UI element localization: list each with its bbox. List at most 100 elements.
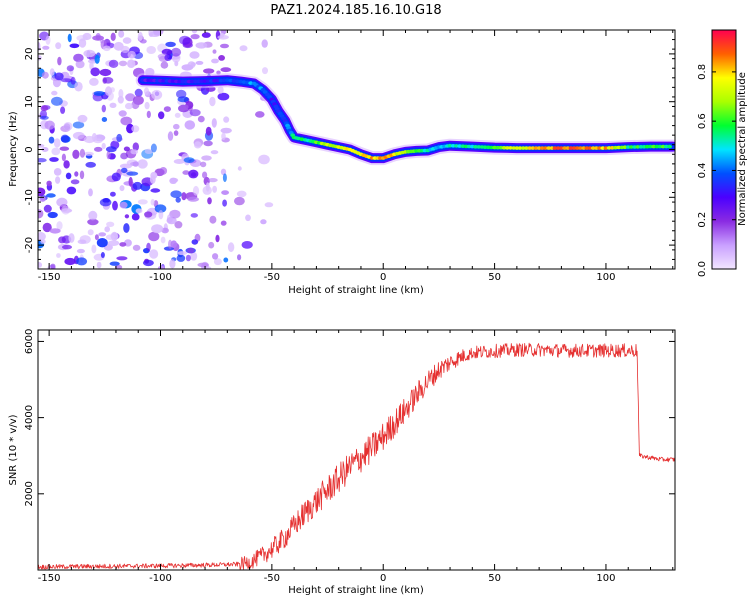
noise-blob — [50, 263, 56, 269]
noise-blob — [159, 167, 168, 175]
noise-blob — [104, 226, 110, 233]
noise-blob — [237, 254, 242, 261]
noise-blob — [195, 42, 208, 49]
noise-blob — [93, 138, 103, 144]
noise-blob — [208, 178, 218, 183]
noise-blob — [146, 46, 156, 54]
noise-blob — [118, 110, 127, 117]
noise-blob — [164, 54, 172, 61]
noise-blob — [72, 131, 85, 140]
noise-blob — [63, 122, 73, 131]
spectrogram-y-axis-label: Frequency (Hz) — [8, 111, 19, 187]
spectrogram-x-tick-label: -150 — [38, 272, 61, 283]
snr-panel: -150 -100 -50 0 50 100 2000 4000 6000 Height of … — [8, 329, 676, 596]
noise-blob — [182, 104, 189, 110]
noise-blob — [130, 161, 139, 166]
noise-blob — [181, 192, 187, 201]
noise-blob — [49, 228, 61, 234]
noise-blob — [173, 130, 179, 136]
noise-blob — [182, 170, 190, 175]
snr-axis-ticks: -150 -100 -50 0 50 100 2000 4000 6000 — [24, 329, 675, 584]
noise-blob — [203, 68, 215, 74]
noise-blob — [75, 60, 85, 69]
noise-blob — [112, 200, 118, 211]
spectrogram-x-axis-label: Height of straight line (km) — [288, 285, 424, 296]
noise-blob — [88, 210, 98, 221]
noise-blob — [119, 201, 128, 209]
noise-blob — [188, 169, 199, 179]
noise-blob — [40, 105, 49, 112]
noise-blob — [123, 146, 130, 152]
noise-blob — [38, 232, 46, 241]
noise-blob — [130, 149, 138, 155]
noise-blob — [42, 45, 50, 50]
noise-blob — [61, 205, 71, 215]
noise-blob — [74, 171, 79, 177]
noise-blob — [160, 61, 169, 69]
noise-blob — [96, 261, 102, 269]
noise-blob — [124, 214, 130, 219]
noise-blob — [183, 157, 195, 163]
noise-blob — [166, 214, 173, 224]
noise-blob — [158, 111, 165, 120]
noise-blob — [212, 49, 217, 54]
noise-blob — [125, 93, 136, 102]
noise-blob — [148, 231, 160, 242]
colorbar-label: Normalized spectral amplitude — [737, 72, 748, 226]
noise-blob — [203, 140, 213, 147]
noise-blob — [170, 190, 182, 198]
noise-blob — [187, 61, 196, 69]
noise-blob — [131, 100, 140, 110]
noise-blob — [150, 143, 157, 153]
noise-blob — [61, 153, 66, 162]
noise-blob — [39, 115, 49, 120]
noise-blob — [105, 234, 115, 240]
noise-blob — [49, 157, 59, 162]
noise-blob — [40, 239, 46, 244]
noise-blob — [51, 96, 63, 106]
noise-blob — [113, 41, 124, 51]
colorbar-tick-label: 0.8 — [697, 64, 708, 80]
noise-blob — [98, 232, 107, 237]
noise-blob — [201, 155, 212, 161]
noise-blob — [174, 112, 181, 118]
noise-blob — [116, 256, 128, 261]
noise-blob — [144, 101, 150, 110]
noise-blob — [135, 208, 143, 214]
noise-blob — [105, 86, 112, 96]
noise-blob — [146, 242, 151, 252]
ridge-cell — [667, 144, 672, 149]
colorbar: 0.0 0.2 0.4 0.6 0.8 Normalized spectral ampl… — [697, 29, 748, 277]
snr-x-tick-label: -150 — [38, 573, 61, 584]
noise-blob — [212, 253, 219, 260]
noise-blob — [132, 244, 141, 251]
noise-blob — [239, 45, 248, 52]
noise-blob — [70, 179, 80, 185]
noise-blob — [173, 123, 180, 130]
noise-blob — [213, 258, 222, 266]
noise-blob — [51, 90, 58, 96]
noise-blob — [60, 106, 66, 114]
noise-blob — [59, 146, 70, 151]
noise-blob — [55, 42, 62, 50]
noise-blob — [99, 198, 112, 207]
noise-blob — [120, 116, 133, 126]
noise-blob — [142, 259, 154, 267]
noise-blob — [107, 240, 120, 247]
noise-blob — [151, 89, 163, 100]
noise-blob — [48, 136, 55, 144]
snr-y-tick-label: 4000 — [24, 405, 35, 430]
noise-blob — [108, 59, 119, 68]
noise-blob — [60, 78, 72, 83]
noise-blob — [94, 234, 99, 241]
noise-blob — [215, 234, 220, 243]
noise-blob — [76, 257, 88, 266]
noise-blob — [110, 191, 116, 197]
noise-blob — [211, 58, 219, 64]
noise-blob — [101, 117, 108, 122]
colorbar-frame — [711, 29, 737, 270]
noise-blob — [70, 76, 76, 85]
noise-blob — [211, 118, 217, 128]
noise-blob — [45, 35, 51, 45]
